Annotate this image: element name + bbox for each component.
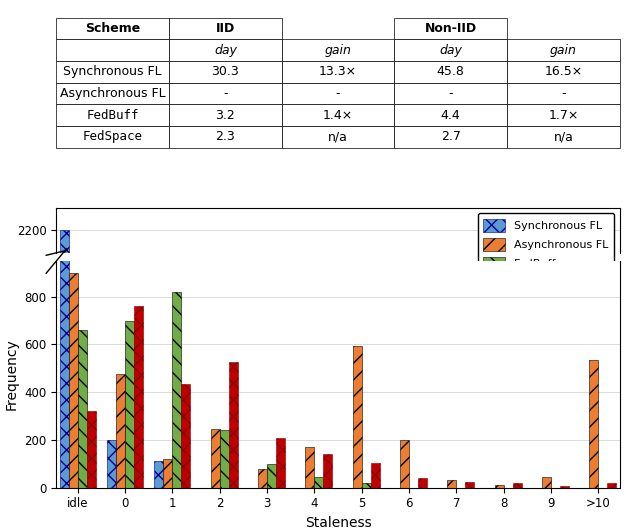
Bar [590,360,598,488]
Bar [163,459,172,488]
Bar [228,483,238,530]
Bar [220,430,228,488]
Bar [182,384,190,488]
Bar [172,439,182,530]
Bar [134,306,143,488]
Bar [314,477,324,488]
Bar [86,411,96,488]
Bar [513,483,521,488]
Bar [371,463,380,488]
Bar [590,482,598,530]
Bar [59,230,69,530]
Bar [78,330,86,488]
Bar [267,464,276,488]
Bar [107,440,116,488]
Bar [172,292,182,488]
Y-axis label: Frequency: Frequency [5,339,19,410]
Bar [155,461,163,488]
Bar [418,478,427,488]
Bar [125,321,134,488]
Bar [125,457,134,530]
Bar [116,491,125,530]
Bar [59,0,69,488]
Bar [78,463,86,530]
X-axis label: Staleness: Staleness [305,516,371,530]
Bar [324,454,332,488]
Bar [400,440,409,488]
Bar [352,473,362,530]
Bar [465,482,475,488]
Bar [352,346,362,488]
Bar [69,273,78,488]
Bar [607,483,617,488]
Bar [134,448,143,530]
Bar [86,514,96,530]
Bar [220,526,228,530]
Bar [228,363,238,488]
Bar [211,526,220,530]
Bar [276,437,285,488]
Bar [69,427,78,530]
Bar [258,469,267,488]
Bar [211,429,220,488]
Bar [448,480,456,488]
Bar [495,485,504,488]
Bar [542,477,551,488]
Bar [305,447,314,488]
Bar [362,483,371,488]
Bar [116,374,125,488]
Bar [182,497,190,530]
Legend: Synchronous FL, Asynchronous FL, FedBuff, FedSpace: Synchronous FL, Asynchronous FL, FedBuff… [478,213,614,295]
Bar [560,487,569,488]
